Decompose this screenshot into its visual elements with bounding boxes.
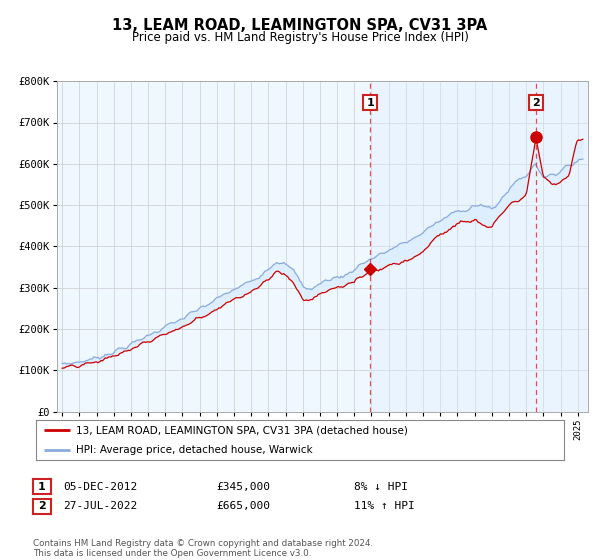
Text: 2: 2 xyxy=(532,97,540,108)
Text: 13, LEAM ROAD, LEAMINGTON SPA, CV31 3PA: 13, LEAM ROAD, LEAMINGTON SPA, CV31 3PA xyxy=(112,18,488,33)
Bar xyxy=(370,81,592,412)
Text: 27-JUL-2022: 27-JUL-2022 xyxy=(63,501,137,511)
Text: 11% ↑ HPI: 11% ↑ HPI xyxy=(354,501,415,511)
Text: £665,000: £665,000 xyxy=(216,501,270,511)
Text: 8% ↓ HPI: 8% ↓ HPI xyxy=(354,482,408,492)
Text: HPI: Average price, detached house, Warwick: HPI: Average price, detached house, Warw… xyxy=(76,445,312,455)
Text: 1: 1 xyxy=(38,482,46,492)
Text: 13, LEAM ROAD, LEAMINGTON SPA, CV31 3PA (detached house): 13, LEAM ROAD, LEAMINGTON SPA, CV31 3PA … xyxy=(76,426,407,436)
Text: Contains HM Land Registry data © Crown copyright and database right 2024.
This d: Contains HM Land Registry data © Crown c… xyxy=(33,539,373,558)
Text: £345,000: £345,000 xyxy=(216,482,270,492)
Text: Price paid vs. HM Land Registry's House Price Index (HPI): Price paid vs. HM Land Registry's House … xyxy=(131,31,469,44)
Text: 05-DEC-2012: 05-DEC-2012 xyxy=(63,482,137,492)
Text: 2: 2 xyxy=(38,501,46,511)
Text: 1: 1 xyxy=(366,97,374,108)
